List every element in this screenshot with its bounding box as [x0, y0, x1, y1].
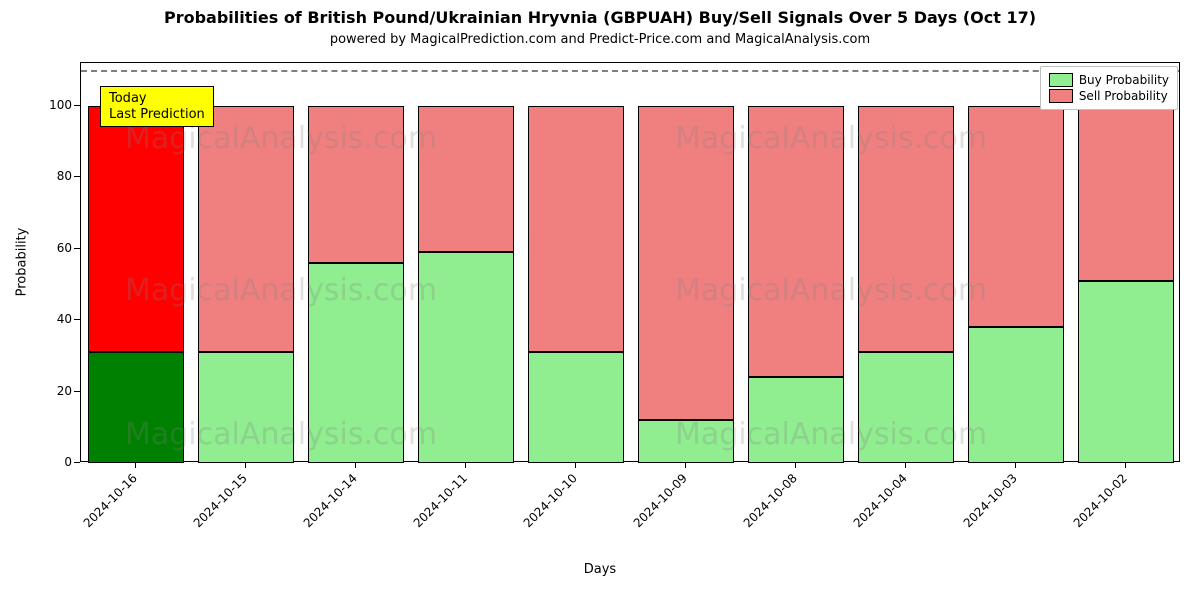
xtick-label: 2024-10-09: [623, 471, 689, 537]
ytick-label: 0: [32, 455, 72, 469]
ytick-mark: [74, 105, 80, 106]
legend: Buy Probability Sell Probability: [1040, 66, 1178, 110]
xtick-label: 2024-10-10: [513, 471, 579, 537]
bar-sell: [858, 106, 955, 352]
bar-buy: [418, 252, 515, 463]
ytick-mark: [74, 391, 80, 392]
x-axis-label: Days: [0, 562, 1200, 577]
legend-swatch: [1049, 89, 1073, 103]
chart-title: Probabilities of British Pound/Ukrainian…: [0, 8, 1200, 27]
legend-row: Buy Probability: [1049, 73, 1169, 87]
xtick-label: 2024-10-14: [293, 471, 359, 537]
today-annotation: TodayLast Prediction: [100, 86, 214, 127]
legend-row: Sell Probability: [1049, 89, 1169, 103]
ytick-mark: [74, 176, 80, 177]
xtick-label: 2024-10-16: [73, 471, 139, 537]
bar-sell: [748, 106, 845, 377]
xtick-label: 2024-10-08: [733, 471, 799, 537]
bar-buy: [748, 377, 845, 463]
ytick-mark: [74, 319, 80, 320]
xtick-label: 2024-10-11: [403, 471, 469, 537]
bar-buy: [308, 263, 405, 463]
bar-buy: [1078, 281, 1175, 463]
xtick-mark: [465, 462, 466, 468]
xtick-mark: [905, 462, 906, 468]
annotation-line: Last Prediction: [109, 107, 205, 123]
xtick-mark: [795, 462, 796, 468]
bar-sell: [418, 106, 515, 252]
bar-buy: [638, 420, 735, 463]
ytick-label: 80: [32, 169, 72, 183]
ytick-label: 20: [32, 384, 72, 398]
ytick-label: 40: [32, 312, 72, 326]
xtick-mark: [575, 462, 576, 468]
xtick-mark: [245, 462, 246, 468]
xtick-label: 2024-10-15: [183, 471, 249, 537]
y-axis-label: Probability: [15, 228, 30, 297]
xtick-label: 2024-10-03: [953, 471, 1019, 537]
legend-label: Sell Probability: [1079, 89, 1168, 103]
plot-area: MagicalAnalysis.comMagicalAnalysis.comMa…: [80, 62, 1180, 462]
xtick-mark: [355, 462, 356, 468]
xtick-label: 2024-10-04: [843, 471, 909, 537]
xtick-mark: [1125, 462, 1126, 468]
bar-buy: [198, 352, 295, 463]
xtick-mark: [1015, 462, 1016, 468]
ytick-mark: [74, 248, 80, 249]
xtick-mark: [135, 462, 136, 468]
chart-subtitle: powered by MagicalPrediction.com and Pre…: [0, 32, 1200, 47]
bar-sell: [308, 106, 405, 263]
chart-container: Probabilities of British Pound/Ukrainian…: [0, 0, 1200, 600]
bar-sell: [968, 106, 1065, 327]
legend-label: Buy Probability: [1079, 73, 1169, 87]
bar-sell: [638, 106, 735, 420]
annotation-line: Today: [109, 91, 205, 107]
bar-sell: [88, 106, 185, 352]
bar-buy: [528, 352, 625, 463]
bar-buy: [88, 352, 185, 463]
bar-sell: [1078, 106, 1175, 281]
ytick-label: 60: [32, 241, 72, 255]
reference-hline: [81, 70, 1179, 72]
legend-swatch: [1049, 73, 1073, 87]
bar-buy: [968, 327, 1065, 463]
bar-sell: [198, 106, 295, 352]
bar-buy: [858, 352, 955, 463]
ytick-label: 100: [32, 98, 72, 112]
xtick-label: 2024-10-02: [1063, 471, 1129, 537]
bar-sell: [528, 106, 625, 352]
ytick-mark: [74, 462, 80, 463]
xtick-mark: [685, 462, 686, 468]
